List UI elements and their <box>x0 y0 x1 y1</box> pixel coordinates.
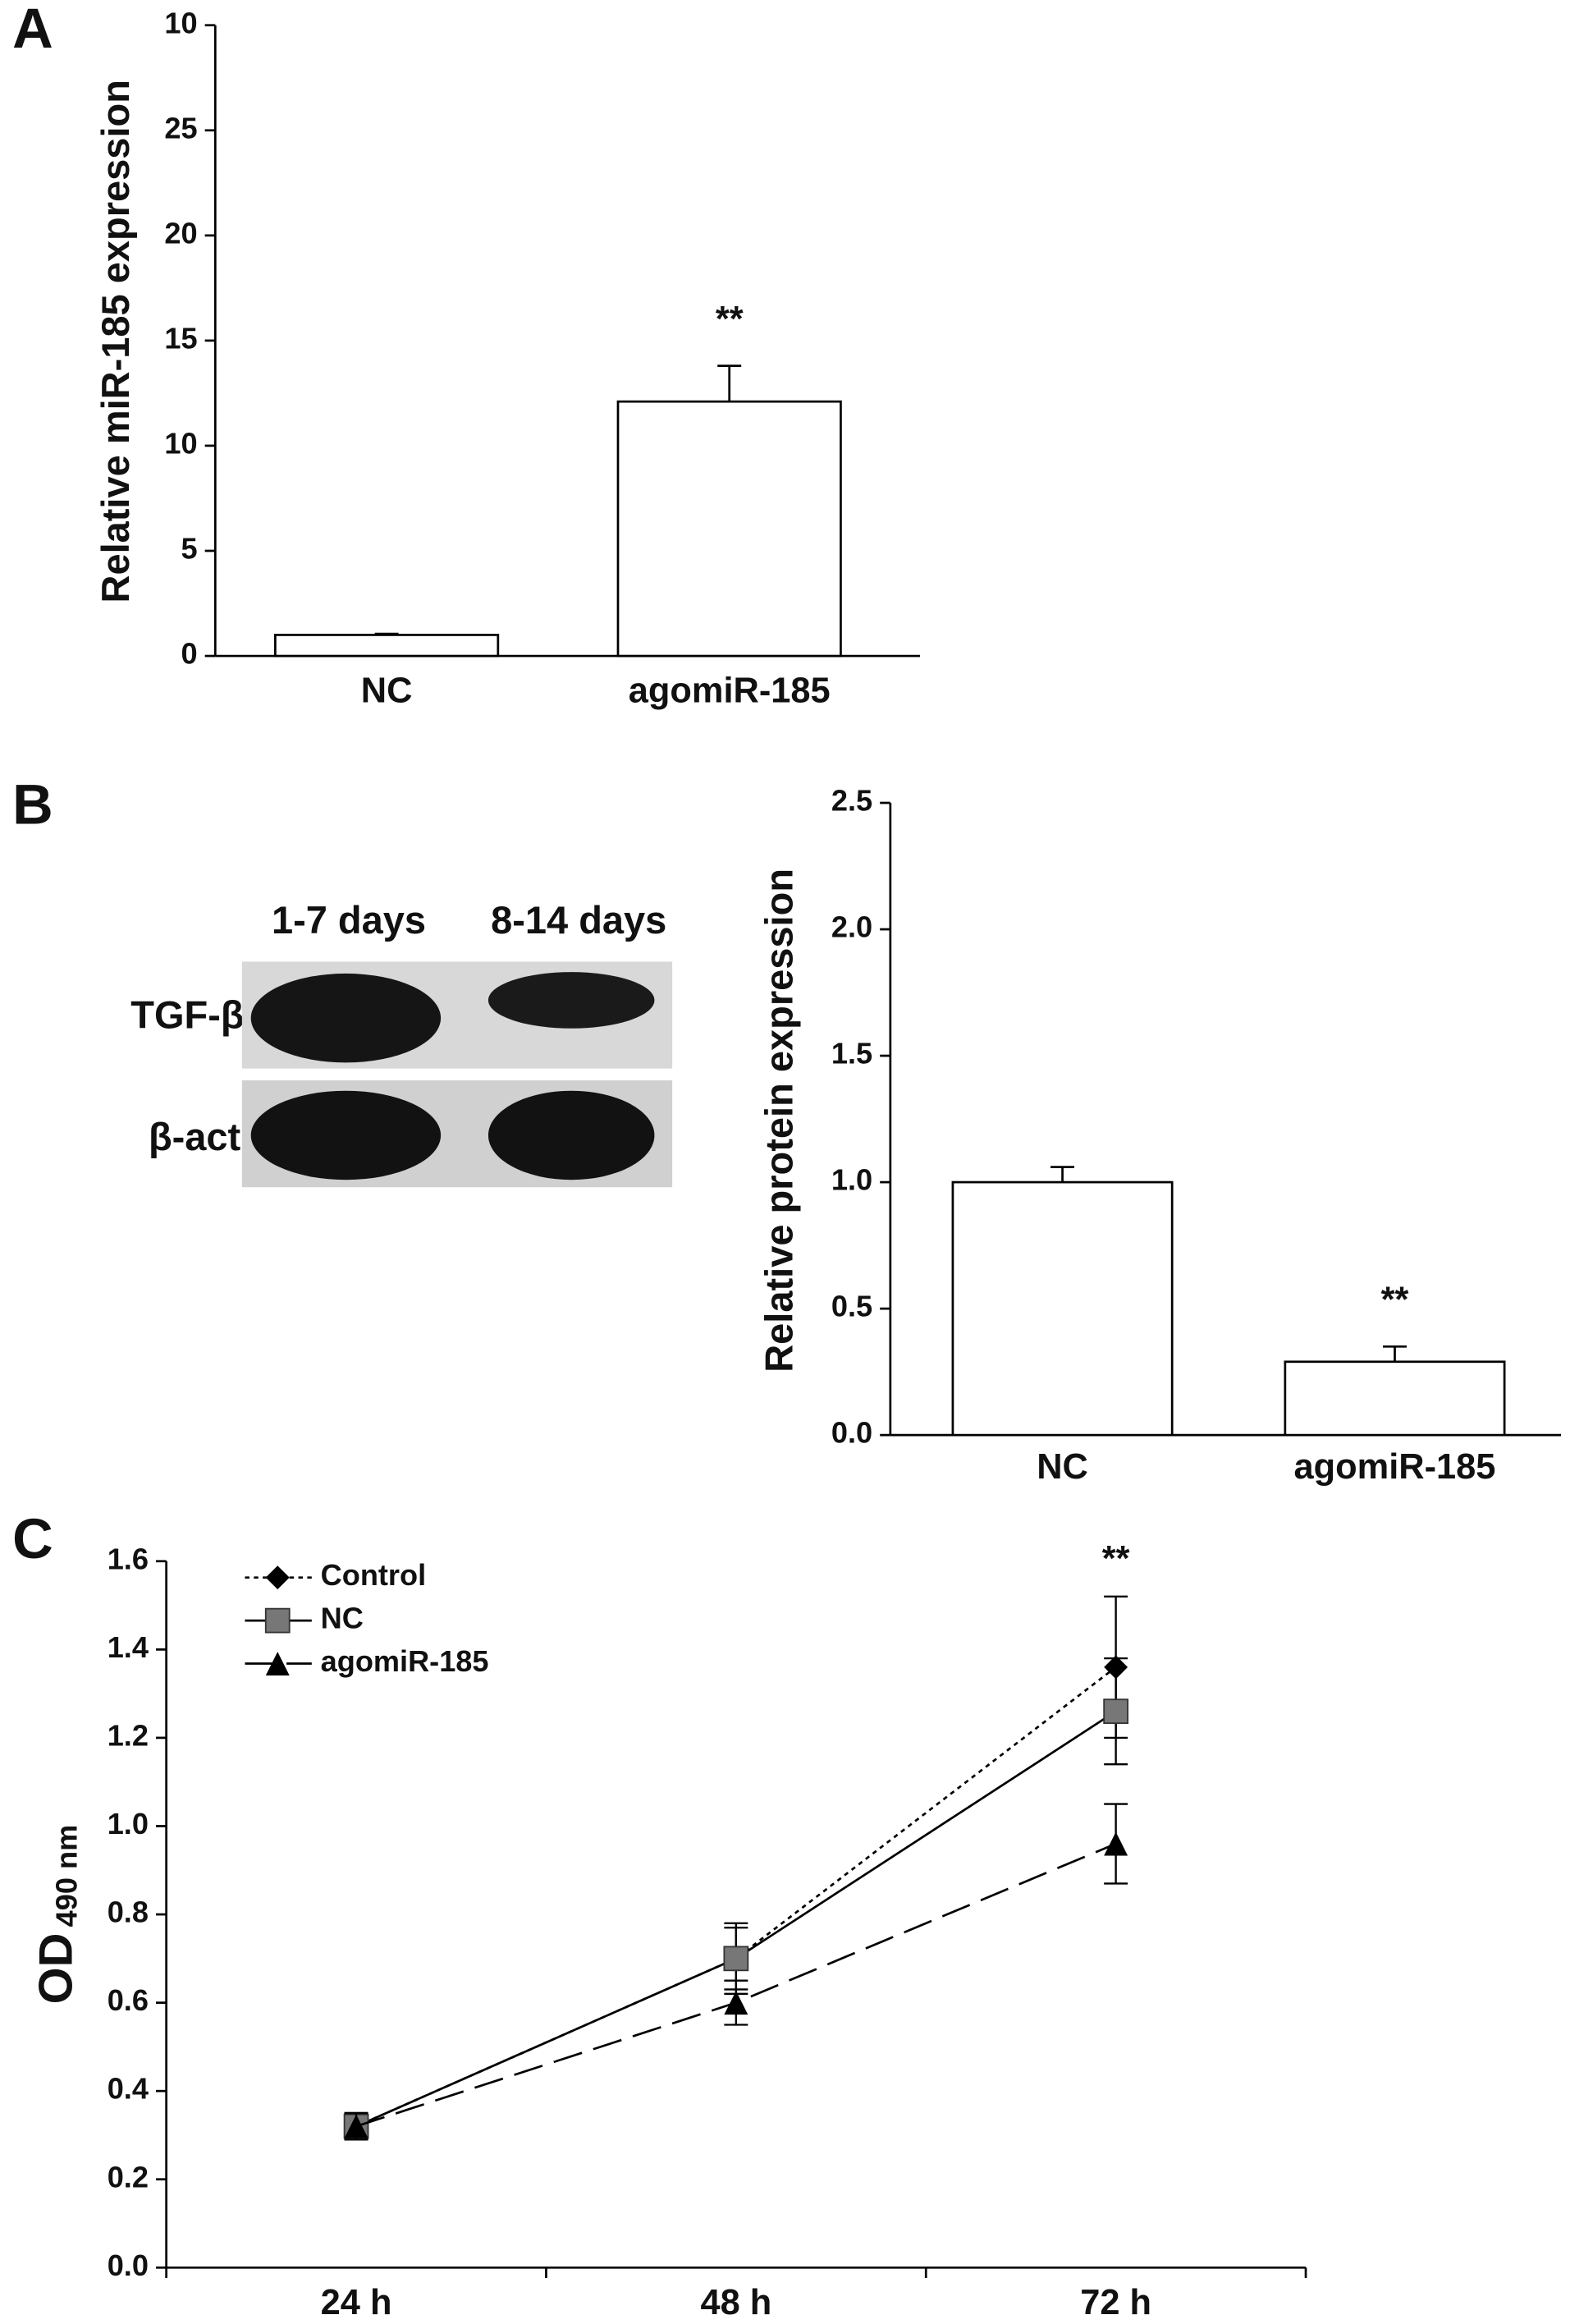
legend-label: Control <box>321 1558 426 1592</box>
blot-band <box>487 1090 655 1180</box>
y-axis-label: Relative protein expression <box>757 869 800 1373</box>
y-tick-label: 25 <box>164 111 197 144</box>
series-line <box>355 1710 1117 2128</box>
y-tick-label: 1.6 <box>108 1542 149 1575</box>
marker <box>1103 1698 1129 1725</box>
y-tick-label: 2.0 <box>831 910 872 944</box>
y-tick-label: 0.5 <box>831 1290 872 1323</box>
y-tick-label: 1.5 <box>831 1037 872 1070</box>
series-line <box>355 1666 1117 2128</box>
blot-band <box>250 1090 442 1180</box>
y-tick-label: 10 <box>164 426 197 460</box>
legend-label: NC <box>321 1602 364 1635</box>
y-tick-label: 0.6 <box>108 1983 149 2017</box>
marker <box>265 1652 290 1675</box>
x-tick-label: 24 h <box>321 2283 392 2322</box>
marker <box>264 1607 291 1634</box>
y-tick-label: 1.2 <box>108 1718 149 1752</box>
panel-label: C <box>12 1507 53 1570</box>
bar <box>1284 1360 1506 1437</box>
marker <box>344 2114 368 2138</box>
annotation: ** <box>716 300 744 339</box>
y-tick-label: 10 <box>164 6 197 39</box>
bar <box>274 634 500 658</box>
y-tick-label: 1.0 <box>831 1163 872 1197</box>
y-axis-label: OD 490 nm <box>30 1825 83 2005</box>
x-tick-label: agomiR-185 <box>1294 1447 1496 1487</box>
y-tick-label: 2.5 <box>831 784 872 818</box>
bar <box>616 400 842 658</box>
x-tick-label: NC <box>1037 1447 1088 1487</box>
y-axis-label-main: OD <box>30 1933 83 2005</box>
y-tick-label: 0 <box>181 637 198 671</box>
marker <box>724 1991 748 2015</box>
annotation: ** <box>1102 1539 1130 1579</box>
y-axis-label: Relative miR-185 expression <box>94 80 137 603</box>
legend-label: agomiR-185 <box>321 1644 489 1678</box>
y-tick-label: 0.8 <box>108 1895 149 1929</box>
blot-band <box>487 972 655 1029</box>
panel-label: A <box>12 0 53 60</box>
bar <box>951 1180 1174 1437</box>
y-tick-label: 15 <box>164 321 197 355</box>
y-tick-label: 5 <box>181 532 198 566</box>
y-tick-label: 0.4 <box>108 2072 149 2106</box>
x-tick-label: 48 h <box>700 2283 771 2322</box>
y-axis-label-sub: 490 nm <box>49 1825 83 1927</box>
blot-band <box>250 973 442 1063</box>
lane-label: 8-14 days <box>491 898 666 942</box>
marker <box>723 1946 749 1972</box>
panel-label: B <box>12 772 53 836</box>
y-tick-label: 1.0 <box>108 1807 149 1840</box>
lane-label: 1-7 days <box>272 898 426 942</box>
y-tick-label: 0.0 <box>831 1416 872 1450</box>
x-tick-label: agomiR-185 <box>629 672 831 711</box>
annotation: ** <box>1381 1281 1409 1320</box>
y-tick-label: 0.0 <box>108 2248 149 2282</box>
x-tick-label: 72 h <box>1080 2283 1151 2322</box>
x-tick-label: NC <box>361 672 413 711</box>
y-tick-label: 0.2 <box>108 2160 149 2193</box>
y-tick-label: 20 <box>164 216 197 250</box>
marker <box>265 1565 290 1590</box>
marker <box>1104 1831 1128 1856</box>
y-tick-label: 1.4 <box>108 1630 149 1664</box>
western-blot: 1-7 days 8-14 days TGF-β1 β-actin <box>130 898 673 1188</box>
